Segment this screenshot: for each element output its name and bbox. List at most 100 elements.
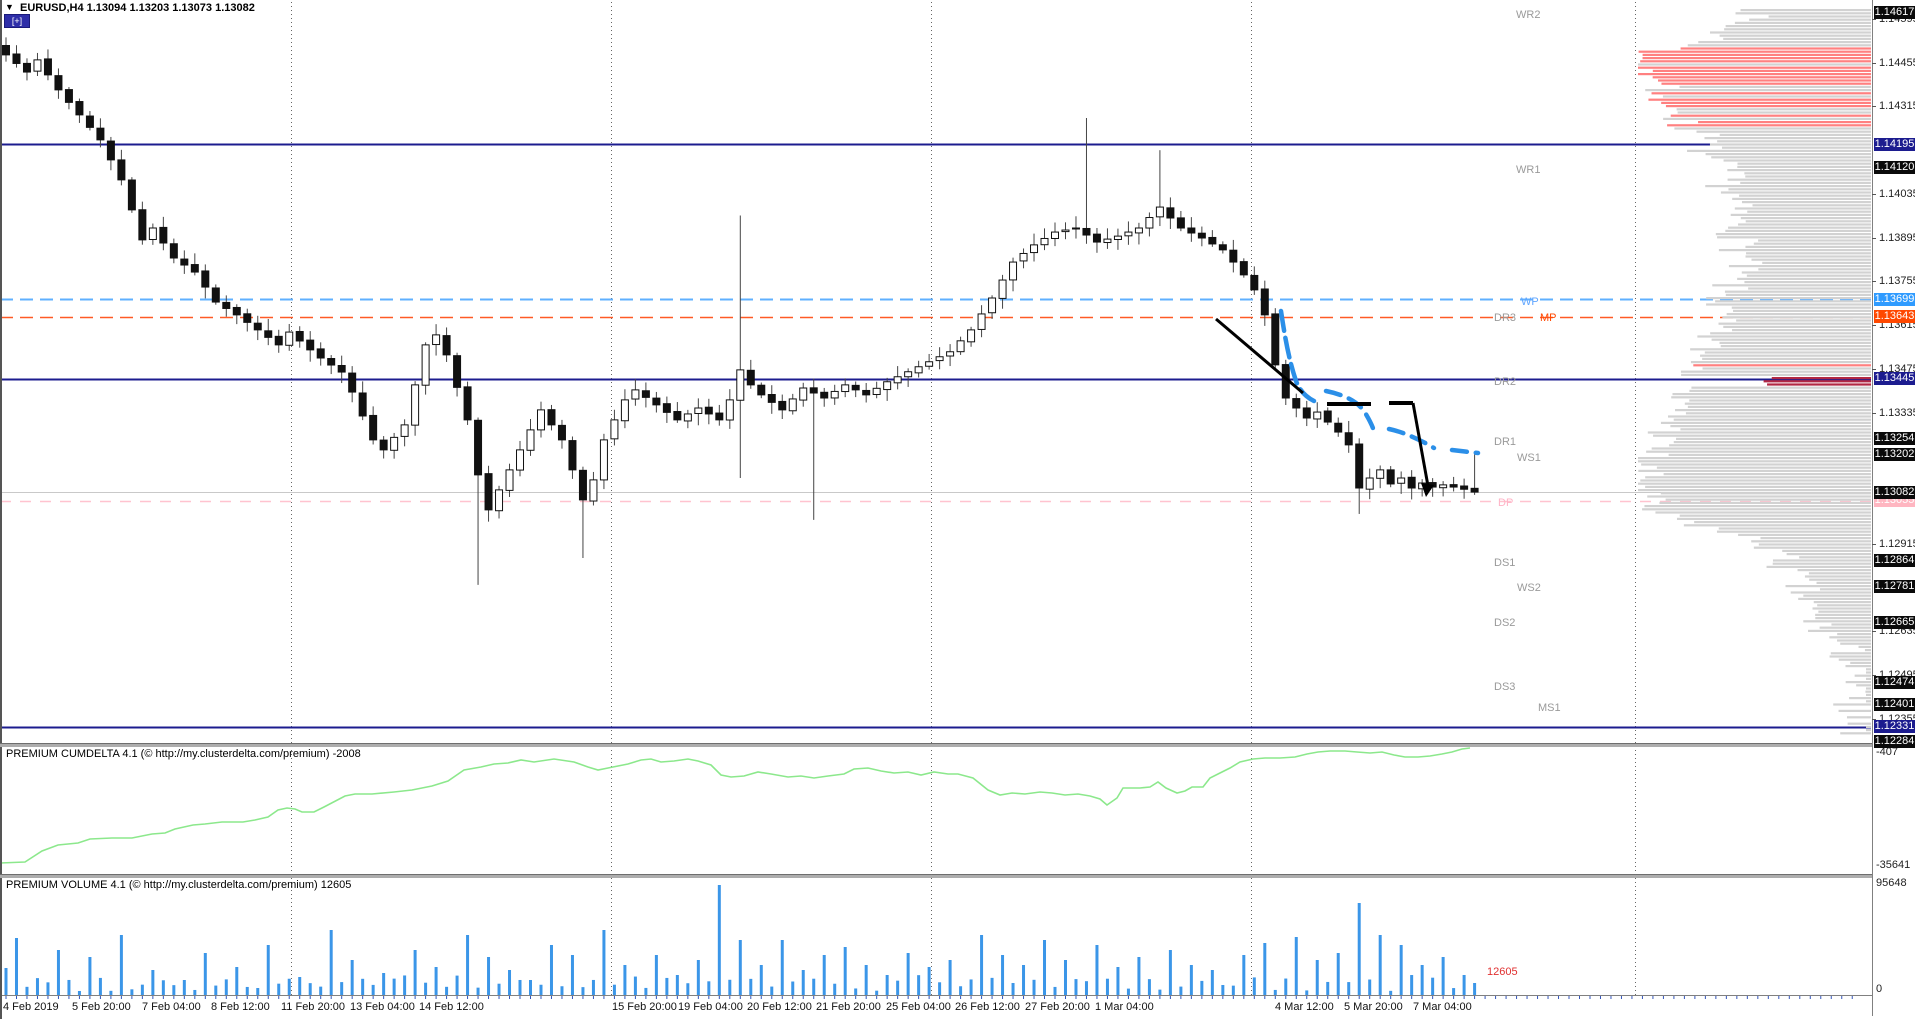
price-tick-label: 1.14455 <box>1879 56 1915 69</box>
profile-row <box>1726 313 1871 316</box>
candle-body <box>946 351 955 357</box>
candle-body <box>337 364 346 373</box>
profile-row <box>1846 716 1871 719</box>
profile-row <box>1738 533 1871 536</box>
candle-body <box>935 356 944 362</box>
price-badge-1.12284[interactable]: 1.12284 <box>1874 734 1915 748</box>
volume-bar <box>56 950 60 995</box>
volume-bar <box>14 938 18 995</box>
price-badge-1.13202[interactable]: 1.13202 <box>1874 448 1915 462</box>
volume-bar <box>298 977 302 995</box>
panel-separator-cumdelta[interactable] <box>0 743 1872 747</box>
volume-bar <box>591 979 595 995</box>
price-badge-1.13643[interactable]: 1.13643 <box>1874 310 1915 324</box>
black-trendline-segment[interactable] <box>1215 317 1304 395</box>
profile-row <box>1722 316 1871 319</box>
profile-row <box>1745 255 1871 258</box>
volume-bar <box>25 986 29 995</box>
chart-menu-arrow-icon[interactable]: ▼ <box>5 2 14 12</box>
volume-panel-title: PREMIUM VOLUME 4.1 (© http://my.clusterd… <box>6 879 352 891</box>
candle-body <box>1334 422 1343 433</box>
price-badge-1.14617[interactable]: 1.14617 <box>1874 5 1915 19</box>
price-badge-1.13254[interactable]: 1.13254 <box>1874 431 1915 445</box>
price-badge-1.14120[interactable]: 1.14120 <box>1874 161 1915 175</box>
profile-row <box>1721 146 1871 149</box>
volume-bar <box>340 982 344 995</box>
chart-drawings[interactable] <box>1215 308 1481 497</box>
candle-body <box>631 389 640 400</box>
candle-body <box>956 340 965 353</box>
price-badge-1.12665[interactable]: 1.12665 <box>1874 615 1915 629</box>
candle-body <box>12 53 21 64</box>
profile-row <box>1753 546 1871 549</box>
profile-row <box>1676 108 1871 111</box>
candle-body <box>148 227 157 241</box>
candle-body <box>316 348 325 359</box>
candle-body <box>851 384 860 391</box>
price-badge-1.12331[interactable]: 1.12331 <box>1874 720 1915 734</box>
blue-dashed-trend-curve[interactable] <box>1386 426 1437 451</box>
profile-row <box>1845 665 1871 668</box>
blue-dashed-trend-curve[interactable] <box>1449 447 1481 456</box>
price-badge-1.12474[interactable]: 1.12474 <box>1874 675 1915 689</box>
candle-body <box>725 399 734 421</box>
price-badge-1.12864[interactable]: 1.12864 <box>1874 553 1915 567</box>
profile-row <box>1661 82 1871 85</box>
candle-body <box>1355 443 1364 489</box>
profile-row <box>1790 591 1871 594</box>
time-axis-ticks[interactable] <box>5 996 1853 999</box>
candle-body <box>1124 231 1133 237</box>
pivot-label-ds3: DS3 <box>1494 681 1516 693</box>
price-badge-1.12781[interactable]: 1.12781 <box>1874 579 1915 593</box>
profile-row <box>1815 613 1871 616</box>
volume-bar <box>791 981 795 995</box>
price-badge-1.13082[interactable]: 1.13082 <box>1874 485 1915 499</box>
price-badge-1.14195[interactable]: 1.14195 <box>1874 137 1915 151</box>
date-label: 14 Feb 12:00 <box>419 1001 484 1013</box>
date-label: 8 Feb 12:00 <box>211 1001 270 1013</box>
profile-row <box>1641 463 1871 466</box>
profile-row <box>1740 217 1871 220</box>
candle-body <box>1145 217 1154 229</box>
profile-row <box>1687 44 1871 47</box>
volume-bar <box>350 960 354 995</box>
volume-bar <box>1189 965 1193 995</box>
profile-row <box>1647 495 1871 498</box>
profile-row <box>1679 85 1871 88</box>
candle-body <box>1082 227 1091 236</box>
profile-row <box>1687 405 1871 408</box>
candle-body <box>127 179 136 211</box>
profile-row <box>1698 41 1871 44</box>
volume-bar <box>917 975 921 995</box>
profile-row <box>1723 325 1871 328</box>
candle-body <box>1103 238 1112 244</box>
price-badge-1.12401[interactable]: 1.12401 <box>1874 698 1915 712</box>
panel-separator-volume[interactable] <box>0 874 1872 878</box>
blue-dashed-trend-curve[interactable] <box>1278 308 1317 404</box>
candles-layer[interactable] <box>2 37 1479 585</box>
profile-row <box>1668 415 1871 418</box>
price-badge-1.13445[interactable]: 1.13445 <box>1874 372 1915 386</box>
profile-row <box>1830 652 1871 655</box>
candle-body <box>85 115 94 128</box>
profile-row <box>1716 530 1871 533</box>
volume-bar <box>1378 935 1382 995</box>
price-badge-1.13699[interactable]: 1.13699 <box>1874 292 1915 306</box>
price-tick-label: 1.12915 <box>1879 537 1915 550</box>
volume-bar <box>151 970 155 995</box>
volume-bar <box>1284 978 1288 995</box>
profile-row <box>1680 428 1871 431</box>
profile-row <box>1745 220 1871 223</box>
black-trendline-segment[interactable] <box>1411 402 1430 487</box>
profile-row <box>1798 597 1871 600</box>
volume-bar <box>707 981 711 995</box>
volume-bar <box>749 978 753 995</box>
candle-body <box>201 270 210 288</box>
candle-body <box>862 389 871 396</box>
candle-body <box>2 45 10 56</box>
one-click-trading-button[interactable]: [+] <box>4 14 30 28</box>
date-label: 1 Mar 04:00 <box>1095 1001 1154 1013</box>
blue-dashed-trend-curve[interactable] <box>1323 388 1377 434</box>
profile-row <box>1667 124 1871 127</box>
